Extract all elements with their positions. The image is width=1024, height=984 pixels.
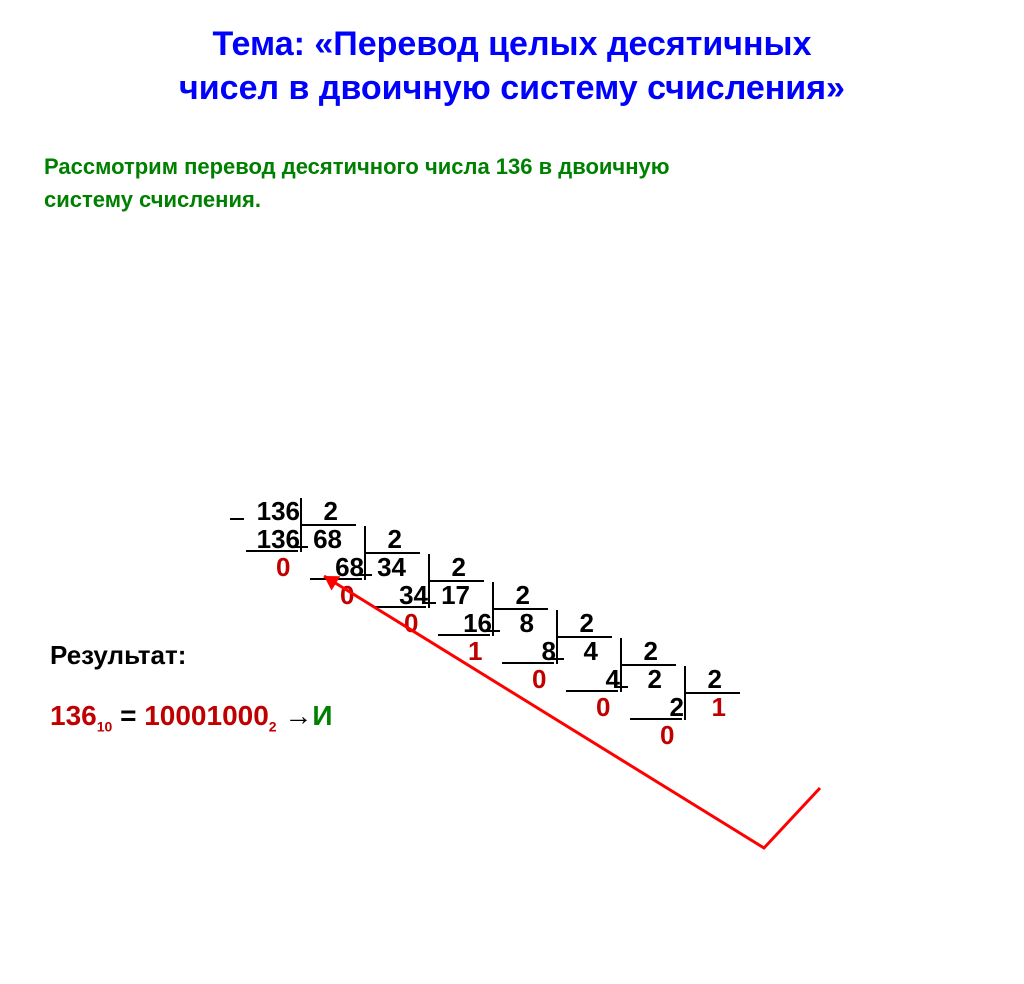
quotient-1: 34: [370, 552, 406, 583]
result-label: Результат:: [50, 640, 186, 671]
result-expression: 13610 = 100010002 →И: [50, 700, 333, 735]
result-equals: =: [120, 700, 136, 731]
minustick-2: [358, 574, 372, 576]
quotient-5: 2: [626, 664, 662, 695]
result-binary: 100010002: [144, 700, 284, 731]
remainder-3: 1: [468, 636, 482, 667]
subtitle: Рассмотрим перевод десятичного числа 136…: [44, 150, 1024, 216]
divisor-0: 2: [306, 496, 338, 527]
quotient-4: 4: [562, 636, 598, 667]
divisor-1: 2: [370, 524, 402, 555]
divisor-2: 2: [434, 552, 466, 583]
minustick-1: [294, 546, 308, 548]
result-arrow-char: →: [284, 700, 312, 731]
divisor-5: 2: [626, 636, 658, 667]
quotient-2: 17: [434, 580, 470, 611]
title-line1: Тема: «Перевод целых десятичных: [212, 25, 811, 63]
divisor-6: 2: [690, 664, 722, 695]
remainder-4: 0: [532, 664, 546, 695]
remainder-2: 0: [404, 608, 418, 639]
divisor-4: 2: [562, 608, 594, 639]
divisor-3: 2: [498, 580, 530, 611]
result-check: И: [312, 700, 332, 731]
title-line2: чисел в двоичную систему счисления»: [179, 69, 845, 107]
remainder-6: 0: [660, 720, 674, 751]
result-label-text: Результат:: [50, 640, 186, 670]
quotient-6: 1: [690, 692, 726, 723]
result-decimal: 13610: [50, 700, 120, 731]
page-title: Тема: «Перевод целых десятичных чисел в …: [0, 0, 1024, 110]
dividend-0: 136: [244, 496, 300, 527]
remainder-0: 0: [276, 552, 290, 583]
remainder-1: 0: [340, 580, 354, 611]
quotient-0: 68: [306, 524, 342, 555]
minustick-0: [230, 518, 244, 520]
minustick-5: [550, 658, 564, 660]
quotient-3: 8: [498, 608, 534, 639]
minustick-3: [422, 602, 436, 604]
remainder-5: 0: [596, 692, 610, 723]
subtitle-line1: Рассмотрим перевод десятичного числа 136…: [44, 154, 670, 179]
subtitle-line2: систему счисления.: [44, 187, 261, 212]
minustick-6: [614, 686, 628, 688]
minustick-4: [486, 630, 500, 632]
